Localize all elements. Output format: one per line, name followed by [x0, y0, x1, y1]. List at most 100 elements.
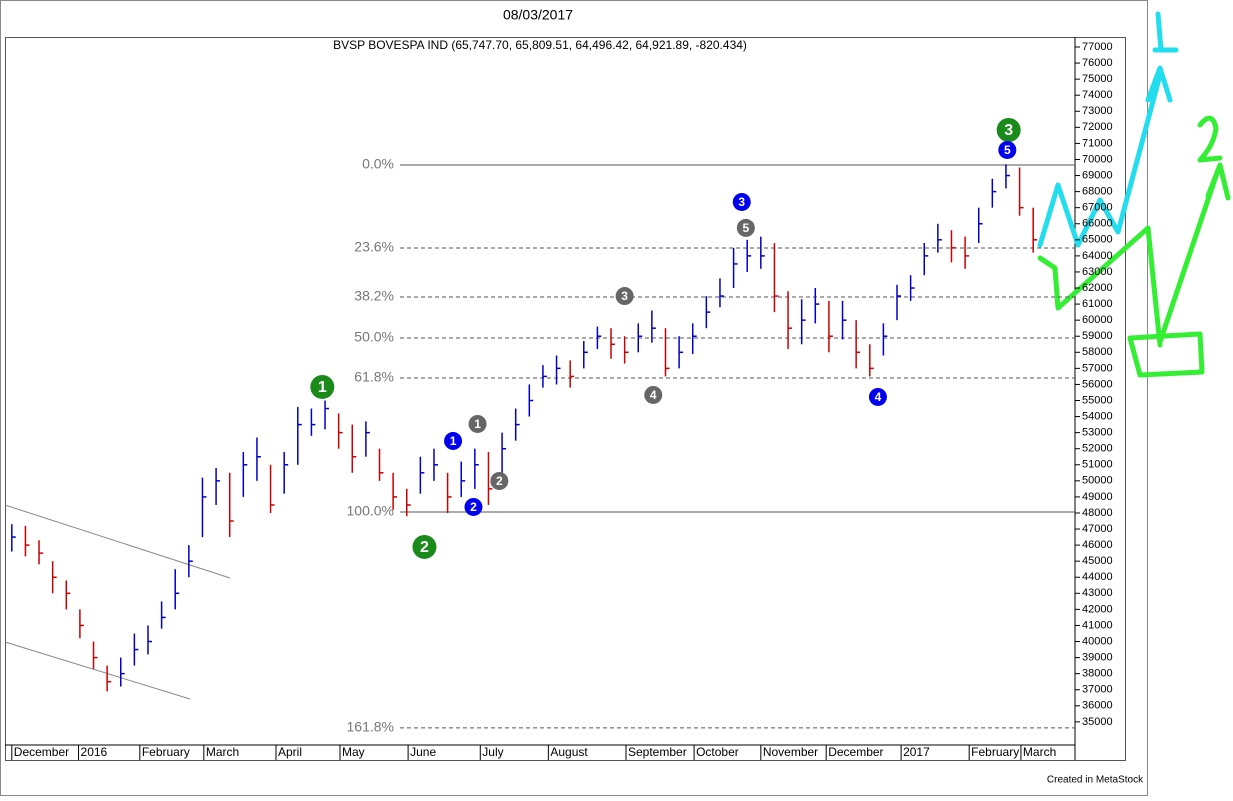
hand-arrow — [1037, 162, 1231, 378]
wave-label: 4 — [875, 390, 882, 404]
fib-label: 61.8% — [354, 369, 394, 385]
wave-marker — [644, 385, 663, 404]
y-tick-label: 41000 — [1082, 619, 1113, 631]
hand-arrow — [1037, 65, 1173, 248]
x-tick-label: 2016 — [81, 745, 108, 759]
wave-marker — [490, 471, 509, 490]
y-tick-label: 51000 — [1082, 459, 1113, 471]
y-tick-label: 48000 — [1082, 507, 1113, 519]
y-tick-label: 59000 — [1082, 330, 1113, 342]
y-tick-label: 68000 — [1082, 186, 1113, 198]
fib-label: 38.2% — [354, 288, 394, 304]
x-tick-label: February — [142, 745, 190, 759]
y-tick-label: 58000 — [1082, 346, 1113, 358]
y-tick-label: 43000 — [1082, 587, 1113, 599]
x-tick-label: December — [828, 745, 883, 759]
y-tick-label: 39000 — [1082, 651, 1113, 663]
y-tick-label: 46000 — [1082, 539, 1113, 551]
wave-label: 2 — [420, 539, 429, 556]
wave-label: 5 — [1004, 143, 1011, 157]
wave-marker — [736, 218, 755, 237]
y-tick-label: 57000 — [1082, 362, 1113, 374]
wave-label: 1 — [318, 379, 327, 396]
y-tick-label: 66000 — [1082, 218, 1113, 230]
y-tick-label: 71000 — [1082, 137, 1113, 149]
y-tick-label: 60000 — [1082, 314, 1113, 326]
y-tick-label: 49000 — [1082, 491, 1113, 503]
fib-label: 50.0% — [354, 329, 394, 345]
y-tick-label: 74000 — [1082, 89, 1113, 101]
y-tick-label: 35000 — [1082, 716, 1113, 728]
y-tick-label: 50000 — [1082, 475, 1113, 487]
fib-label: 100.0% — [347, 503, 394, 519]
wave-marker — [615, 287, 634, 306]
y-tick-label: 36000 — [1082, 700, 1113, 712]
y-tick-label: 56000 — [1082, 378, 1113, 390]
y-tick-label: 55000 — [1082, 394, 1113, 406]
y-tick-label: 73000 — [1082, 105, 1113, 117]
hand-number — [1197, 115, 1223, 163]
wave-label: 4 — [650, 388, 657, 402]
x-tick-label: March — [206, 745, 239, 759]
x-tick-label: October — [696, 745, 739, 759]
wave-marker — [464, 497, 483, 516]
wave-marker — [996, 117, 1021, 142]
wave-label: 1 — [450, 434, 457, 448]
plot-frame — [5, 37, 1126, 761]
y-tick-label: 37000 — [1082, 684, 1113, 696]
wave-marker — [310, 374, 335, 399]
wave-marker — [732, 192, 751, 211]
fib-label: 161.8% — [347, 719, 394, 735]
y-tick-label: 72000 — [1082, 121, 1113, 133]
hand-number — [1152, 11, 1179, 53]
wave-label: 3 — [738, 195, 745, 209]
y-tick-label: 69000 — [1082, 169, 1113, 181]
x-tick-label: March — [1023, 745, 1056, 759]
y-tick-label: 42000 — [1082, 603, 1113, 615]
y-tick-label: 45000 — [1082, 555, 1113, 567]
y-tick-label: 62000 — [1082, 282, 1113, 294]
wave-label: 5 — [742, 221, 749, 235]
y-tick-label: 53000 — [1082, 427, 1113, 439]
wave-label: 2 — [496, 474, 503, 488]
channel-line — [4, 504, 231, 579]
y-tick-label: 77000 — [1082, 41, 1113, 53]
wave-marker — [444, 431, 463, 450]
x-tick-label: August — [550, 745, 588, 759]
x-tick-label: 2017 — [903, 745, 930, 759]
y-tick-label: 63000 — [1082, 266, 1113, 278]
y-tick-label: 54000 — [1082, 410, 1113, 422]
wave-marker — [468, 414, 487, 433]
wave-marker — [998, 140, 1017, 159]
y-tick-label: 61000 — [1082, 298, 1113, 310]
x-tick-label: July — [482, 745, 503, 759]
wave-label: 3 — [1004, 122, 1013, 139]
wave-label: 1 — [474, 417, 481, 431]
y-tick-label: 70000 — [1082, 153, 1113, 165]
y-tick-label: 76000 — [1082, 57, 1113, 69]
y-tick-label: 52000 — [1082, 443, 1113, 455]
channel-line — [4, 641, 191, 700]
footer: Created in MetaStock — [1047, 775, 1144, 786]
y-tick-label: 67000 — [1082, 202, 1113, 214]
wave-marker — [412, 534, 437, 559]
x-tick-label: May — [342, 745, 365, 759]
wave-label: 2 — [470, 500, 477, 514]
y-tick-label: 65000 — [1082, 234, 1113, 246]
y-tick-label: 64000 — [1082, 250, 1113, 262]
wave-label: 3 — [621, 289, 628, 303]
y-tick-label: 40000 — [1082, 635, 1113, 647]
date: 08/03/2017 — [503, 7, 573, 23]
y-tick-label: 47000 — [1082, 523, 1113, 535]
x-tick-label: November — [763, 745, 818, 759]
x-tick-label: June — [410, 745, 436, 759]
fib-label: 23.6% — [354, 239, 394, 255]
wave-marker — [868, 387, 887, 406]
frame — [0, 0, 1148, 796]
x-tick-label: December — [14, 745, 69, 759]
annotations — [1037, 11, 1231, 378]
fib-label: 0.0% — [362, 156, 394, 172]
y-tick-label: 75000 — [1082, 73, 1113, 85]
